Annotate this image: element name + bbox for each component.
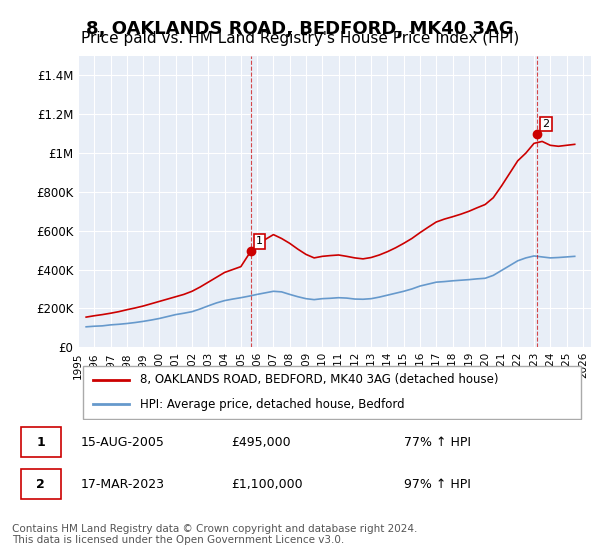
Text: 2: 2 bbox=[37, 478, 45, 491]
Text: 77% ↑ HPI: 77% ↑ HPI bbox=[404, 436, 470, 449]
FancyBboxPatch shape bbox=[20, 427, 61, 457]
Text: 8, OAKLANDS ROAD, BEDFORD, MK40 3AG (detached house): 8, OAKLANDS ROAD, BEDFORD, MK40 3AG (det… bbox=[140, 373, 498, 386]
Text: £495,000: £495,000 bbox=[231, 436, 290, 449]
Text: 97% ↑ HPI: 97% ↑ HPI bbox=[404, 478, 470, 491]
FancyBboxPatch shape bbox=[83, 366, 581, 419]
FancyBboxPatch shape bbox=[20, 469, 61, 498]
Text: 2: 2 bbox=[542, 119, 550, 129]
Text: HPI: Average price, detached house, Bedford: HPI: Average price, detached house, Bedf… bbox=[140, 398, 404, 411]
Text: 15-AUG-2005: 15-AUG-2005 bbox=[81, 436, 165, 449]
Text: 17-MAR-2023: 17-MAR-2023 bbox=[81, 478, 165, 491]
Text: 1: 1 bbox=[37, 436, 45, 449]
Text: Contains HM Land Registry data © Crown copyright and database right 2024.
This d: Contains HM Land Registry data © Crown c… bbox=[12, 524, 418, 545]
Text: 8, OAKLANDS ROAD, BEDFORD, MK40 3AG: 8, OAKLANDS ROAD, BEDFORD, MK40 3AG bbox=[86, 20, 514, 38]
Text: £1,100,000: £1,100,000 bbox=[231, 478, 302, 491]
Text: 1: 1 bbox=[256, 236, 263, 246]
Text: Price paid vs. HM Land Registry's House Price Index (HPI): Price paid vs. HM Land Registry's House … bbox=[81, 31, 519, 46]
